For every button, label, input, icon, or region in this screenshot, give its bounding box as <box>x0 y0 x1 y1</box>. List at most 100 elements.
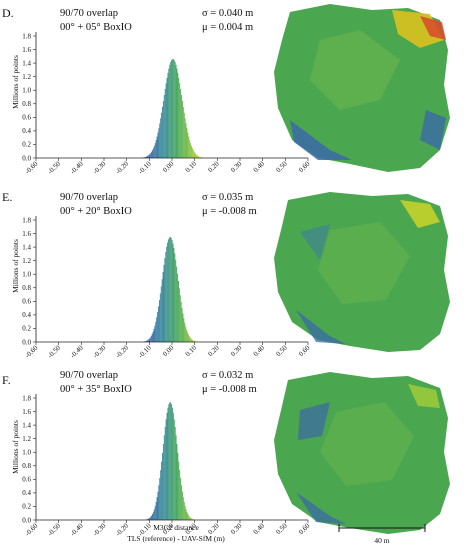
histogram-bar <box>189 516 191 520</box>
x-tick-label: 0.00 <box>161 343 176 358</box>
histogram-bar <box>181 307 183 342</box>
histogram-bar <box>169 64 171 158</box>
histogram-bar <box>174 253 176 342</box>
histogram-bar <box>170 62 172 159</box>
histogram-bar <box>181 485 182 520</box>
histogram-bar <box>191 339 193 342</box>
histogram-bar <box>148 155 150 158</box>
sigma-note: σ = 0.040 m <box>202 8 253 19</box>
histogram-bar <box>192 150 194 158</box>
histogram-bar <box>191 148 193 158</box>
histogram-bar <box>170 237 172 342</box>
histogram-bar <box>162 106 163 158</box>
x-tick-label: 0.30 <box>229 521 244 536</box>
histogram-bar <box>162 271 164 342</box>
y-tick-label: 1.4 <box>22 421 31 429</box>
x-tick-label: 0.00 <box>161 159 176 174</box>
histogram-bar <box>148 338 150 342</box>
x-tick-label: 0.60 <box>297 159 312 174</box>
histogram-bar <box>168 239 169 342</box>
histogram-bar <box>164 258 166 342</box>
histogram-panel-e: E. 90/70 overlap 00° + 20° BoxIO σ = 0.0… <box>2 190 312 360</box>
histogram-bar <box>172 59 174 158</box>
histogram-bar <box>159 123 161 158</box>
sigma-note: σ = 0.035 m <box>202 192 253 203</box>
histogram-bar <box>158 485 160 520</box>
histogram-bar <box>198 156 200 158</box>
x-tick-label: -0.30 <box>91 521 107 537</box>
histogram-bar <box>153 509 155 520</box>
y-tick-label: 0.4 <box>22 311 31 319</box>
histogram-bar <box>193 340 195 342</box>
histogram-bar <box>144 157 146 158</box>
x-tick-label: 0.50 <box>274 343 289 358</box>
histogram-bar <box>168 68 170 158</box>
histogram-bar <box>183 112 185 158</box>
histogram-bar <box>187 132 189 158</box>
overlap-note: 90/70 overlap <box>60 8 118 19</box>
histogram-bar <box>160 286 162 342</box>
histogram-bar <box>152 511 154 520</box>
histogram-bar <box>191 518 193 520</box>
histogram-bar <box>151 151 153 158</box>
y-tick-label: 0.8 <box>22 284 31 292</box>
y-tick-label: 1.2 <box>22 73 31 81</box>
x-tick-label: 0.20 <box>206 159 221 174</box>
x-tick-label: -0.40 <box>69 343 85 359</box>
histogram-bar <box>156 317 158 342</box>
histogram-bar <box>174 426 176 520</box>
histogram-bar <box>163 94 165 158</box>
histogram-bar <box>194 341 196 342</box>
histogram-bar <box>166 77 168 158</box>
histogram-bar <box>195 154 197 158</box>
histogram-bar <box>170 402 172 520</box>
histogram-bar <box>157 491 159 520</box>
histogram-bar <box>190 338 192 342</box>
y-tick-label: 1.2 <box>22 257 31 265</box>
histogram-bar <box>184 505 186 520</box>
panel-letter: E. <box>2 190 12 204</box>
histogram-bar <box>182 497 184 520</box>
histogram-bar <box>154 143 156 158</box>
histogram-bar <box>175 64 177 158</box>
y-tick-label: 0.8 <box>22 462 31 470</box>
x-tick-label: 0.20 <box>206 343 221 358</box>
histogram-bar <box>174 62 176 159</box>
x-tick-label: 0.10 <box>184 343 199 358</box>
histogram-bar <box>152 150 153 158</box>
histogram-bar <box>169 402 171 520</box>
histogram-bar <box>171 60 172 158</box>
histogram-bar <box>176 68 178 158</box>
histogram-bar <box>158 128 160 158</box>
histogram-bar <box>199 156 201 158</box>
histogram-bar <box>154 325 156 342</box>
histogram-bar <box>156 136 158 158</box>
histogram-bar <box>183 318 185 342</box>
x-axis-label-units: TLS (reference) - UAV-SfM (m) <box>127 534 225 543</box>
y-tick-label: 0.4 <box>22 489 31 497</box>
histogram-bar <box>150 153 152 158</box>
histogram-bar <box>149 517 151 520</box>
histogram-bar <box>190 143 192 158</box>
histogram-bar <box>178 77 180 158</box>
histogram-bar <box>187 332 188 342</box>
histogram-bar <box>161 461 163 520</box>
histogram-bar <box>145 341 147 342</box>
histogram-bar <box>188 136 190 158</box>
sigma-note: σ = 0.032 m <box>202 370 253 381</box>
y-axis-label: Millions of points <box>11 239 20 293</box>
histogram-bar <box>185 326 187 342</box>
histogram-bar <box>162 100 164 158</box>
histogram-bar <box>150 335 152 342</box>
histogram-bar <box>193 151 195 158</box>
histogram-bar <box>150 516 152 520</box>
y-tick-label: 0.6 <box>22 476 31 484</box>
y-tick-label: 0.2 <box>22 141 31 149</box>
histogram-bar <box>182 106 184 158</box>
y-axis-label: Millions of points <box>11 55 20 109</box>
histogram-bar <box>149 337 151 342</box>
histogram-bar <box>146 340 148 342</box>
histogram-bar <box>192 340 194 342</box>
y-tick-label: 1.4 <box>22 243 31 251</box>
histogram-bar <box>172 59 173 158</box>
